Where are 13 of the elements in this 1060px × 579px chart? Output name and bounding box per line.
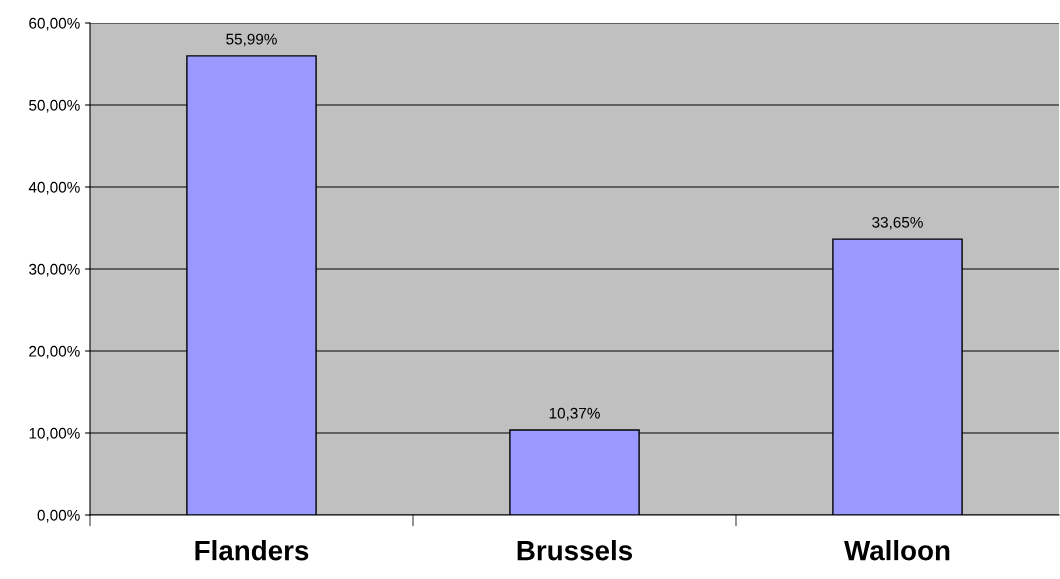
- x-tick-label: Flanders: [195, 540, 309, 561]
- y-tick-label: 40,00%: [28, 181, 80, 195]
- data-label: 55,99%: [226, 33, 277, 47]
- y-tick-label: 20,00%: [29, 345, 80, 359]
- y-tick-label: 10,00%: [29, 427, 80, 441]
- x-tick-label: Brussels: [517, 540, 633, 561]
- x-tick-label: Walloon: [844, 540, 950, 561]
- y-tick-label: 50,00%: [29, 99, 80, 113]
- data-label: 33,65%: [872, 216, 923, 230]
- y-tick-label: 30,00%: [29, 263, 80, 277]
- y-tick-label: 0,00%: [37, 509, 80, 523]
- data-label: 10,37%: [549, 407, 600, 421]
- y-tick-label: 60,00%: [29, 17, 80, 31]
